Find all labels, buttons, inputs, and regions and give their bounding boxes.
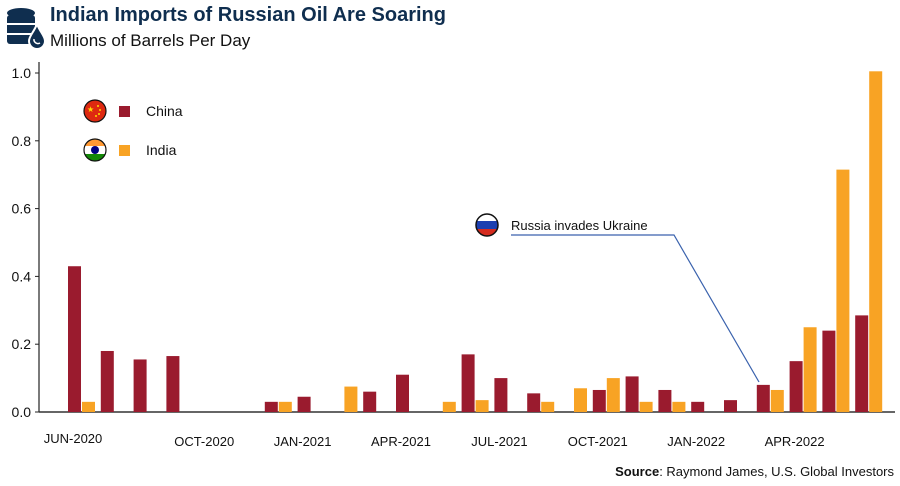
legend-label-china: China bbox=[146, 103, 183, 119]
bar-china-mar-2022 bbox=[756, 384, 770, 412]
bar-india-nov-2021 bbox=[639, 401, 653, 412]
annotation-leader-line bbox=[511, 234, 760, 383]
bar-india-jun-2020 bbox=[82, 401, 95, 412]
annotation-text: Russia invades Ukraine bbox=[511, 218, 648, 233]
svg-text:★: ★ bbox=[87, 105, 94, 114]
bar-china-mar-2021 bbox=[363, 391, 377, 412]
bar-china-jun-2022 bbox=[855, 315, 869, 412]
china-flag-icon: ★ bbox=[83, 99, 107, 123]
source-label: Source bbox=[615, 464, 660, 479]
bar-china-jun-2021 bbox=[461, 354, 475, 412]
bar-china-may-2022 bbox=[822, 330, 836, 412]
x-tick-label: OCT-2021 bbox=[568, 434, 628, 449]
bar-china-jan-2022 bbox=[691, 401, 705, 412]
x-tick-label: JAN-2022 bbox=[667, 434, 725, 449]
bar-india-aug-2021 bbox=[541, 401, 555, 412]
legend: ★ China India bbox=[83, 99, 183, 162]
bar-india-jun-2021 bbox=[475, 400, 489, 412]
india-flag-icon bbox=[83, 138, 107, 162]
y-tick-label: 0.6 bbox=[12, 201, 32, 217]
y-tick-label: 0.4 bbox=[12, 268, 32, 284]
y-tick-label: 0.8 bbox=[12, 133, 32, 149]
bar-china-feb-2022 bbox=[724, 400, 737, 412]
bar-china-jul-2021 bbox=[494, 378, 508, 412]
y-tick-label: 0.2 bbox=[12, 336, 32, 352]
oil-barrel-icon bbox=[7, 8, 46, 50]
russia-flag-icon bbox=[475, 213, 499, 237]
bar-china-aug-2021 bbox=[527, 393, 541, 412]
bar-india-jun-2022 bbox=[869, 71, 883, 413]
chart-title: Indian Imports of Russian Oil Are Soarin… bbox=[50, 4, 446, 26]
bar-india-feb-2021 bbox=[344, 386, 358, 412]
legend-label-india: India bbox=[146, 142, 177, 158]
legend-swatch-india bbox=[119, 145, 130, 156]
bar-india-apr-2022 bbox=[803, 327, 817, 412]
bar-china-dec-2021 bbox=[658, 389, 672, 412]
y-tick-label: 1.0 bbox=[12, 65, 32, 81]
bar-china-apr-2022 bbox=[789, 361, 803, 412]
bar-india-may-2022 bbox=[836, 169, 850, 412]
x-tick-label: JUN-2020 bbox=[44, 431, 103, 446]
bar-india-oct-2021 bbox=[606, 378, 620, 412]
source-note: Source: Raymond James, U.S. Global Inves… bbox=[615, 464, 894, 479]
annotation: Russia invades Ukraine bbox=[475, 213, 760, 383]
bar-china-oct-2021 bbox=[592, 389, 606, 412]
x-tick-label: APR-2022 bbox=[765, 434, 825, 449]
legend-swatch-china bbox=[119, 106, 130, 117]
bar-india-may-2021 bbox=[442, 401, 456, 412]
bar-china-jul-2020 bbox=[100, 350, 114, 412]
bar-china-apr-2021 bbox=[396, 374, 409, 412]
x-tick-label: JUL-2021 bbox=[471, 434, 527, 449]
source-text: : Raymond James, U.S. Global Investors bbox=[659, 464, 894, 479]
bar-china-jun-2020 bbox=[68, 266, 81, 412]
x-tick-label: JAN-2021 bbox=[274, 434, 332, 449]
y-tick-label: 0.0 bbox=[12, 404, 32, 420]
bar-china-jan-2021 bbox=[297, 396, 311, 412]
bar-india-dec-2020 bbox=[278, 401, 292, 412]
bar-india-dec-2021 bbox=[672, 401, 686, 412]
bar-india-mar-2022 bbox=[770, 389, 784, 412]
bar-china-nov-2021 bbox=[625, 376, 639, 412]
x-tick-label: OCT-2020 bbox=[174, 434, 234, 449]
x-tick-label: APR-2021 bbox=[371, 434, 431, 449]
bar-china-dec-2020 bbox=[264, 401, 278, 412]
bar-india-sep-2021 bbox=[574, 388, 587, 412]
bar-china-sep-2020 bbox=[166, 356, 180, 412]
chart-subtitle: Millions of Barrels Per Day bbox=[50, 31, 251, 50]
bars bbox=[68, 71, 883, 413]
x-axis-labels: JUN-2020 OCT-2020 JAN-2021 APR-2021 JUL-2021… bbox=[44, 431, 825, 449]
bar-china-aug-2020 bbox=[133, 359, 147, 412]
